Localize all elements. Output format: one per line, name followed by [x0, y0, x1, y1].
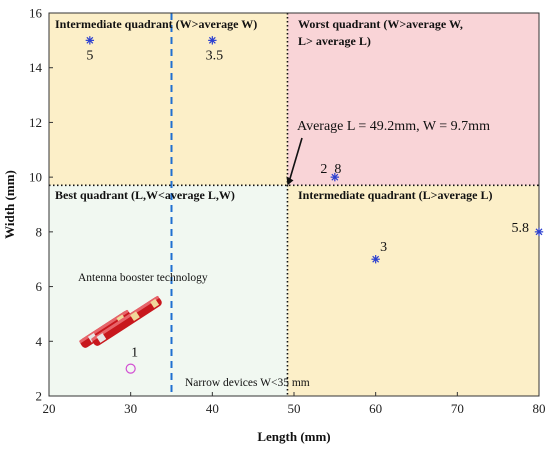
reference-lines	[49, 13, 539, 396]
y-axis-label: Width (mm)	[2, 170, 17, 239]
quadrant-best	[49, 185, 288, 396]
data-point-star	[85, 36, 95, 45]
quadrant-label-best: Best quadrant (L,W<average L,W)	[55, 188, 235, 202]
y-tick-label: 6	[36, 279, 43, 294]
data-point-label: 5	[86, 48, 93, 63]
data-point-label: 5.8	[512, 221, 530, 236]
star-stroke	[535, 228, 543, 236]
average-arrow-head	[286, 176, 294, 186]
data-point-star	[208, 36, 217, 45]
average-arrow-shaft	[288, 137, 303, 181]
quadrant-intermediate-right	[287, 185, 539, 396]
y-tick-label: 2	[36, 389, 43, 404]
x-tick-label: 80	[533, 401, 546, 416]
x-tick-label: 30	[124, 401, 137, 416]
star-stroke	[208, 36, 216, 44]
y-tick-label: 16	[29, 6, 43, 21]
quadrant-worst	[287, 13, 539, 186]
x-tick-label: 60	[369, 401, 382, 416]
antenna-booster-illustration	[79, 295, 162, 348]
average-annotation: Average L = 49.2mm, W = 9.7mm	[297, 119, 490, 134]
quadrant-label-worst-line2: L> average L)	[298, 34, 371, 48]
quadrant-intermediate-top	[49, 13, 288, 186]
star-stroke	[372, 255, 380, 263]
y-tick-label: 12	[29, 115, 42, 130]
data-point-star	[371, 255, 380, 264]
star-stroke	[331, 173, 339, 181]
data-point-label: 3.5	[206, 48, 224, 63]
quadrant-backgrounds	[49, 13, 539, 396]
quadrant-label-intermediate-right: Intermediate quadrant (L>average L)	[298, 188, 492, 202]
y-tick-label: 4	[36, 334, 43, 349]
y-tick-label: 14	[29, 60, 43, 75]
quadrant-label-intermediate-top: Intermediate quadrant (W>average W)	[55, 17, 257, 31]
axes: 20 30 40 50 60 70 80 2 4 6 8 10 12 14 16 Length (mm) Wid…	[2, 6, 546, 445]
x-tick-label: 40	[206, 401, 219, 416]
x-axis-label: Length (mm)	[257, 429, 330, 444]
y-tick-label: 10	[29, 170, 42, 185]
quadrant-label-worst-line1: Worst quadrant (W>average W,	[298, 17, 463, 31]
narrow-devices-label: Narrow devices W<35 mm	[185, 377, 310, 389]
data-point-label: 1	[131, 346, 138, 361]
x-tick-label: 20	[43, 401, 56, 416]
data-point-label: 3	[380, 240, 387, 255]
x-tick-label: 70	[451, 401, 464, 416]
antenna-booster-label: Antenna booster technology	[78, 272, 208, 284]
data-point-star	[534, 227, 544, 237]
x-tick-label: 50	[288, 401, 301, 416]
y-tick-label: 8	[36, 224, 43, 239]
data-point-label: 2 8	[320, 162, 341, 177]
annotations: Intermediate quadrant (W>average W) Worst…	[55, 17, 492, 389]
data-points: 5 3.5 2 8 3 5.8 1	[85, 36, 544, 374]
data-point-circle	[125, 363, 136, 374]
data-point-star	[330, 172, 340, 182]
star-stroke	[86, 36, 94, 44]
